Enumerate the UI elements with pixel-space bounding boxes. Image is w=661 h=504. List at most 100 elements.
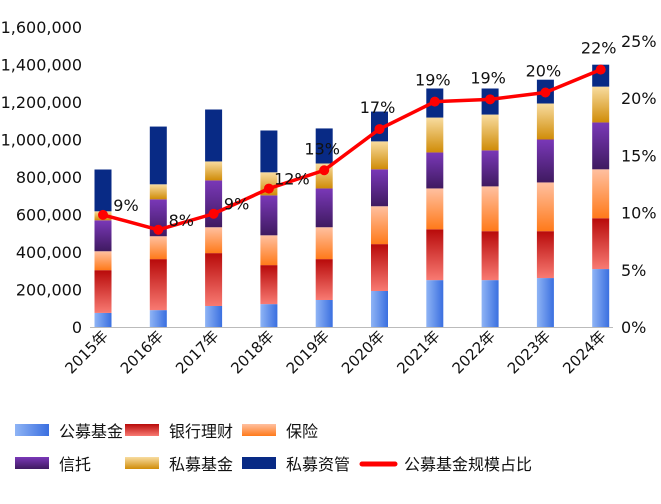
bar-segment bbox=[205, 306, 223, 327]
bar-segment bbox=[260, 195, 278, 236]
bar-segment bbox=[149, 310, 167, 327]
legend-label: 私募基金 bbox=[169, 455, 233, 474]
x-tick-label: 2017年 bbox=[172, 327, 222, 377]
share-data-label: 9% bbox=[113, 196, 138, 215]
left-tick-label: 600,000 bbox=[16, 206, 82, 225]
legend-label: 私募资管 bbox=[286, 455, 350, 474]
bar-segment bbox=[536, 182, 554, 232]
legend-label: 公募基金 bbox=[59, 422, 123, 441]
bar-segment bbox=[481, 280, 499, 327]
bar-segment bbox=[481, 231, 499, 281]
bar-segment bbox=[205, 227, 223, 254]
x-tick-label: 2022年 bbox=[449, 327, 499, 377]
bar-segment bbox=[536, 278, 554, 327]
bar-segment bbox=[481, 186, 499, 232]
x-tick-label: 2023年 bbox=[504, 327, 554, 377]
share-data-label: 9% bbox=[224, 195, 249, 214]
x-axis: 2015年 2016年 2017年 2018年 2019年 2020年 2021年 2022年… bbox=[61, 327, 609, 377]
share-point bbox=[319, 165, 330, 176]
legend-label: 保险 bbox=[286, 422, 318, 441]
x-tick-label: 2015年 bbox=[61, 327, 111, 377]
bar-segment bbox=[592, 269, 610, 327]
left-tick-label: 1,400,000 bbox=[1, 56, 82, 75]
bar-segment bbox=[149, 126, 167, 185]
right-tick-label: 20% bbox=[621, 89, 657, 108]
bars-layer bbox=[94, 64, 610, 327]
bar-segment bbox=[315, 300, 333, 327]
right-tick-label: 5% bbox=[621, 261, 646, 280]
share-point bbox=[540, 87, 551, 98]
bar-segment bbox=[205, 253, 223, 306]
x-tick-label: 2024年 bbox=[559, 327, 609, 377]
share-point bbox=[153, 224, 164, 235]
bar-segment bbox=[205, 180, 223, 228]
x-tick-label: 2019年 bbox=[283, 327, 333, 377]
bar-segment bbox=[592, 218, 610, 270]
right-tick-label: 10% bbox=[621, 204, 657, 223]
bar-segment bbox=[371, 141, 388, 170]
left-tick-label: 1,600,000 bbox=[1, 18, 82, 37]
bar-segment bbox=[260, 235, 278, 266]
share-data-label: 22% bbox=[581, 39, 617, 58]
bar-segment bbox=[260, 130, 278, 173]
line-layer: 9% 8% 9% 12% 13% 17% 19% 19% 20% 22% bbox=[98, 39, 616, 235]
bar-segment bbox=[149, 184, 167, 200]
bar-segment bbox=[371, 244, 388, 291]
bar-segment bbox=[592, 169, 610, 219]
legend-swatch bbox=[125, 457, 159, 469]
bar-segment bbox=[149, 236, 167, 260]
share-data-label: 19% bbox=[415, 71, 451, 90]
bar-segment bbox=[94, 251, 112, 271]
bar-segment bbox=[536, 139, 554, 183]
legend-label: 公募基金规模占比 bbox=[404, 455, 532, 474]
bar-segment bbox=[94, 220, 112, 252]
bar-segment bbox=[481, 150, 499, 187]
bar-segment bbox=[94, 312, 112, 327]
share-point bbox=[374, 124, 385, 135]
legend-swatch bbox=[125, 424, 159, 436]
share-point bbox=[485, 94, 496, 105]
share-data-label: 12% bbox=[274, 170, 310, 189]
left-tick-label: 1,000,000 bbox=[1, 131, 82, 150]
share-point bbox=[98, 209, 108, 220]
bar-segment bbox=[315, 227, 333, 260]
bar-segment bbox=[371, 291, 388, 327]
left-tick-label: 200,000 bbox=[16, 281, 82, 300]
bar-segment bbox=[315, 188, 333, 228]
legend-label: 信托 bbox=[59, 455, 91, 474]
x-tick-label: 2020年 bbox=[338, 327, 388, 377]
share-data-label: 19% bbox=[470, 68, 506, 87]
bar-segment bbox=[426, 229, 444, 281]
left-tick-label: 0 bbox=[72, 318, 82, 337]
bar-segment bbox=[426, 280, 444, 327]
share-point bbox=[263, 183, 274, 194]
legend-label: 银行理财 bbox=[169, 422, 233, 441]
bar-segment bbox=[536, 103, 554, 140]
bar-segment bbox=[481, 114, 499, 151]
bar-segment bbox=[426, 117, 444, 153]
bar-segment bbox=[260, 304, 278, 327]
bar-segment bbox=[371, 206, 388, 245]
bar-segment bbox=[426, 152, 444, 189]
legend-swatch bbox=[15, 424, 49, 436]
left-tick-label: 400,000 bbox=[16, 243, 82, 262]
share-line bbox=[102, 67, 602, 232]
bar-segment bbox=[94, 169, 112, 212]
bar-segment bbox=[315, 259, 333, 300]
bar-segment bbox=[315, 128, 333, 164]
share-data-label: 20% bbox=[526, 61, 562, 80]
share-point bbox=[429, 96, 440, 107]
legend-swatch bbox=[242, 457, 276, 469]
bar-segment bbox=[260, 265, 278, 305]
right-tick-label: 25% bbox=[621, 32, 657, 51]
bar-segment bbox=[205, 161, 223, 181]
right-axis: 0% 5% 10% 15% 20% 25% bbox=[621, 32, 657, 337]
x-tick-label: 2018年 bbox=[227, 327, 277, 377]
left-tick-label: 1,200,000 bbox=[1, 93, 82, 112]
bar-segment bbox=[94, 270, 112, 313]
right-tick-label: 0% bbox=[621, 318, 646, 337]
bar-segment bbox=[536, 231, 554, 279]
bar-segment bbox=[592, 86, 610, 123]
